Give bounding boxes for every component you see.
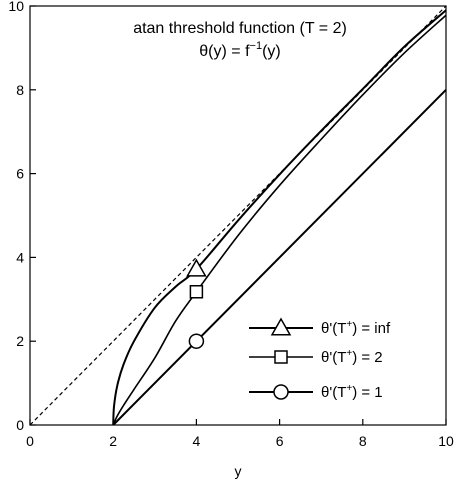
legend-marker-circle [273, 384, 289, 400]
series-line-triangle [112, 9, 447, 426]
y-tick-label-4: 8 [16, 82, 24, 98]
x-axis-label: y [235, 463, 242, 479]
subtitle-superscript: −1 [250, 40, 263, 52]
legend: θ'(T+) = inf θ'(T+) = 2 θ'(T+) = 1 [249, 317, 391, 401]
x-tick-label-1: 2 [109, 433, 117, 449]
subtitle-main: θ(y) = f [199, 43, 250, 60]
y-tick-label-1: 2 [16, 333, 24, 349]
legend-item-square: θ'(T+) = 2 [249, 348, 383, 366]
legend-item-triangle: θ'(T+) = inf [249, 317, 391, 337]
x-tick-label-3: 6 [276, 433, 284, 449]
axis-ticks [29, 5, 447, 426]
legend-item-circle: θ'(T+) = 1 [249, 383, 383, 401]
series-marker-square [189, 285, 204, 299]
series-marker-circle [188, 333, 205, 349]
series-markers [186, 258, 207, 349]
y-tick-label-5: 10 [8, 0, 24, 14]
y-tick-label-0: 0 [16, 417, 24, 433]
legend-marker-triangle [270, 317, 292, 336]
y-tick-label-2: 4 [16, 249, 24, 265]
subtitle-arg: (y) [262, 43, 281, 60]
x-tick-label-2: 4 [193, 433, 201, 449]
series-marker-triangle [186, 258, 207, 277]
x-tick-label-5: 10 [438, 433, 454, 449]
legend-marker-square [274, 350, 288, 364]
plot-frame [29, 5, 447, 426]
axis-tick-labels: 0 2 4 6 8 10 0 2 4 6 8 10 [8, 0, 454, 449]
x-tick-label-4: 8 [359, 433, 367, 449]
x-tick-label-0: 0 [26, 433, 34, 449]
legend-label-circle: θ'(T+) = 1 [321, 383, 383, 401]
chart-subtitle: θ(y) = f−1(y) [199, 40, 280, 60]
legend-label-triangle: θ'(T+) = inf [321, 319, 391, 337]
legend-label-square: θ'(T+) = 2 [321, 348, 383, 366]
chart-title: atan threshold function (T = 2) [133, 20, 347, 37]
y-tick-label-3: 6 [16, 166, 24, 182]
series-line-circle [112, 89, 447, 426]
